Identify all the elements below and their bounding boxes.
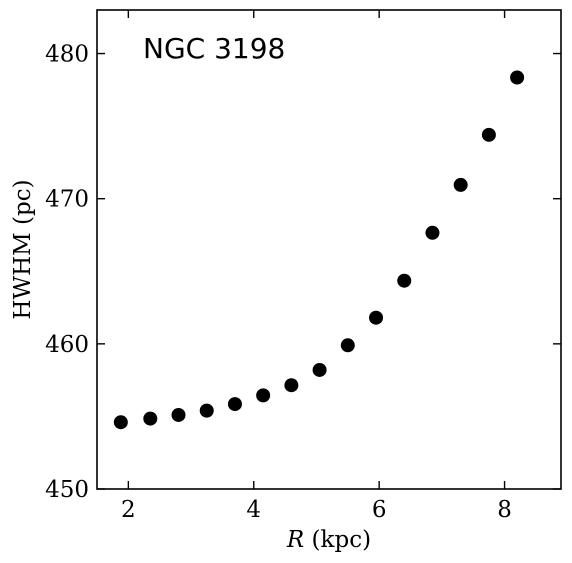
- data-point-4: [199, 403, 214, 418]
- x-axis-label-variable: R: [286, 527, 304, 553]
- x-tick-label: 4: [246, 497, 261, 523]
- data-point-9: [340, 338, 355, 353]
- x-axis-label-unit: (kpc): [304, 527, 371, 553]
- x-tick-label: 8: [497, 497, 512, 523]
- data-point-10: [369, 310, 384, 325]
- data-point-2: [143, 411, 158, 426]
- data-point-1: [113, 415, 128, 430]
- plot-background: [97, 10, 561, 489]
- y-tick-label: 450: [45, 477, 89, 503]
- x-tick-label: 6: [372, 497, 387, 523]
- y-axis-label: HWHM (pc): [10, 179, 36, 319]
- data-point-3: [171, 407, 186, 422]
- chart-annotation: NGC 3198: [143, 32, 285, 65]
- x-tick-label: 2: [121, 497, 136, 523]
- data-point-15: [510, 70, 525, 85]
- x-axis-label: R (kpc): [286, 527, 371, 553]
- data-point-7: [284, 378, 299, 393]
- data-point-5: [227, 397, 242, 412]
- data-point-13: [453, 177, 468, 192]
- x-axis-ticks: 2 4 6 8: [121, 10, 512, 523]
- y-tick-label: 480: [45, 42, 89, 68]
- y-tick-label: 470: [45, 187, 89, 213]
- data-point-11: [397, 273, 412, 288]
- data-point-8: [312, 362, 327, 377]
- data-point-6: [256, 388, 271, 403]
- data-points: [113, 70, 525, 430]
- y-tick-label: 460: [45, 332, 89, 358]
- plot-frame: [96, 9, 562, 490]
- data-point-14: [481, 127, 496, 142]
- y-axis-ticks: 450 460 470 480: [45, 42, 561, 503]
- data-point-12: [425, 225, 440, 240]
